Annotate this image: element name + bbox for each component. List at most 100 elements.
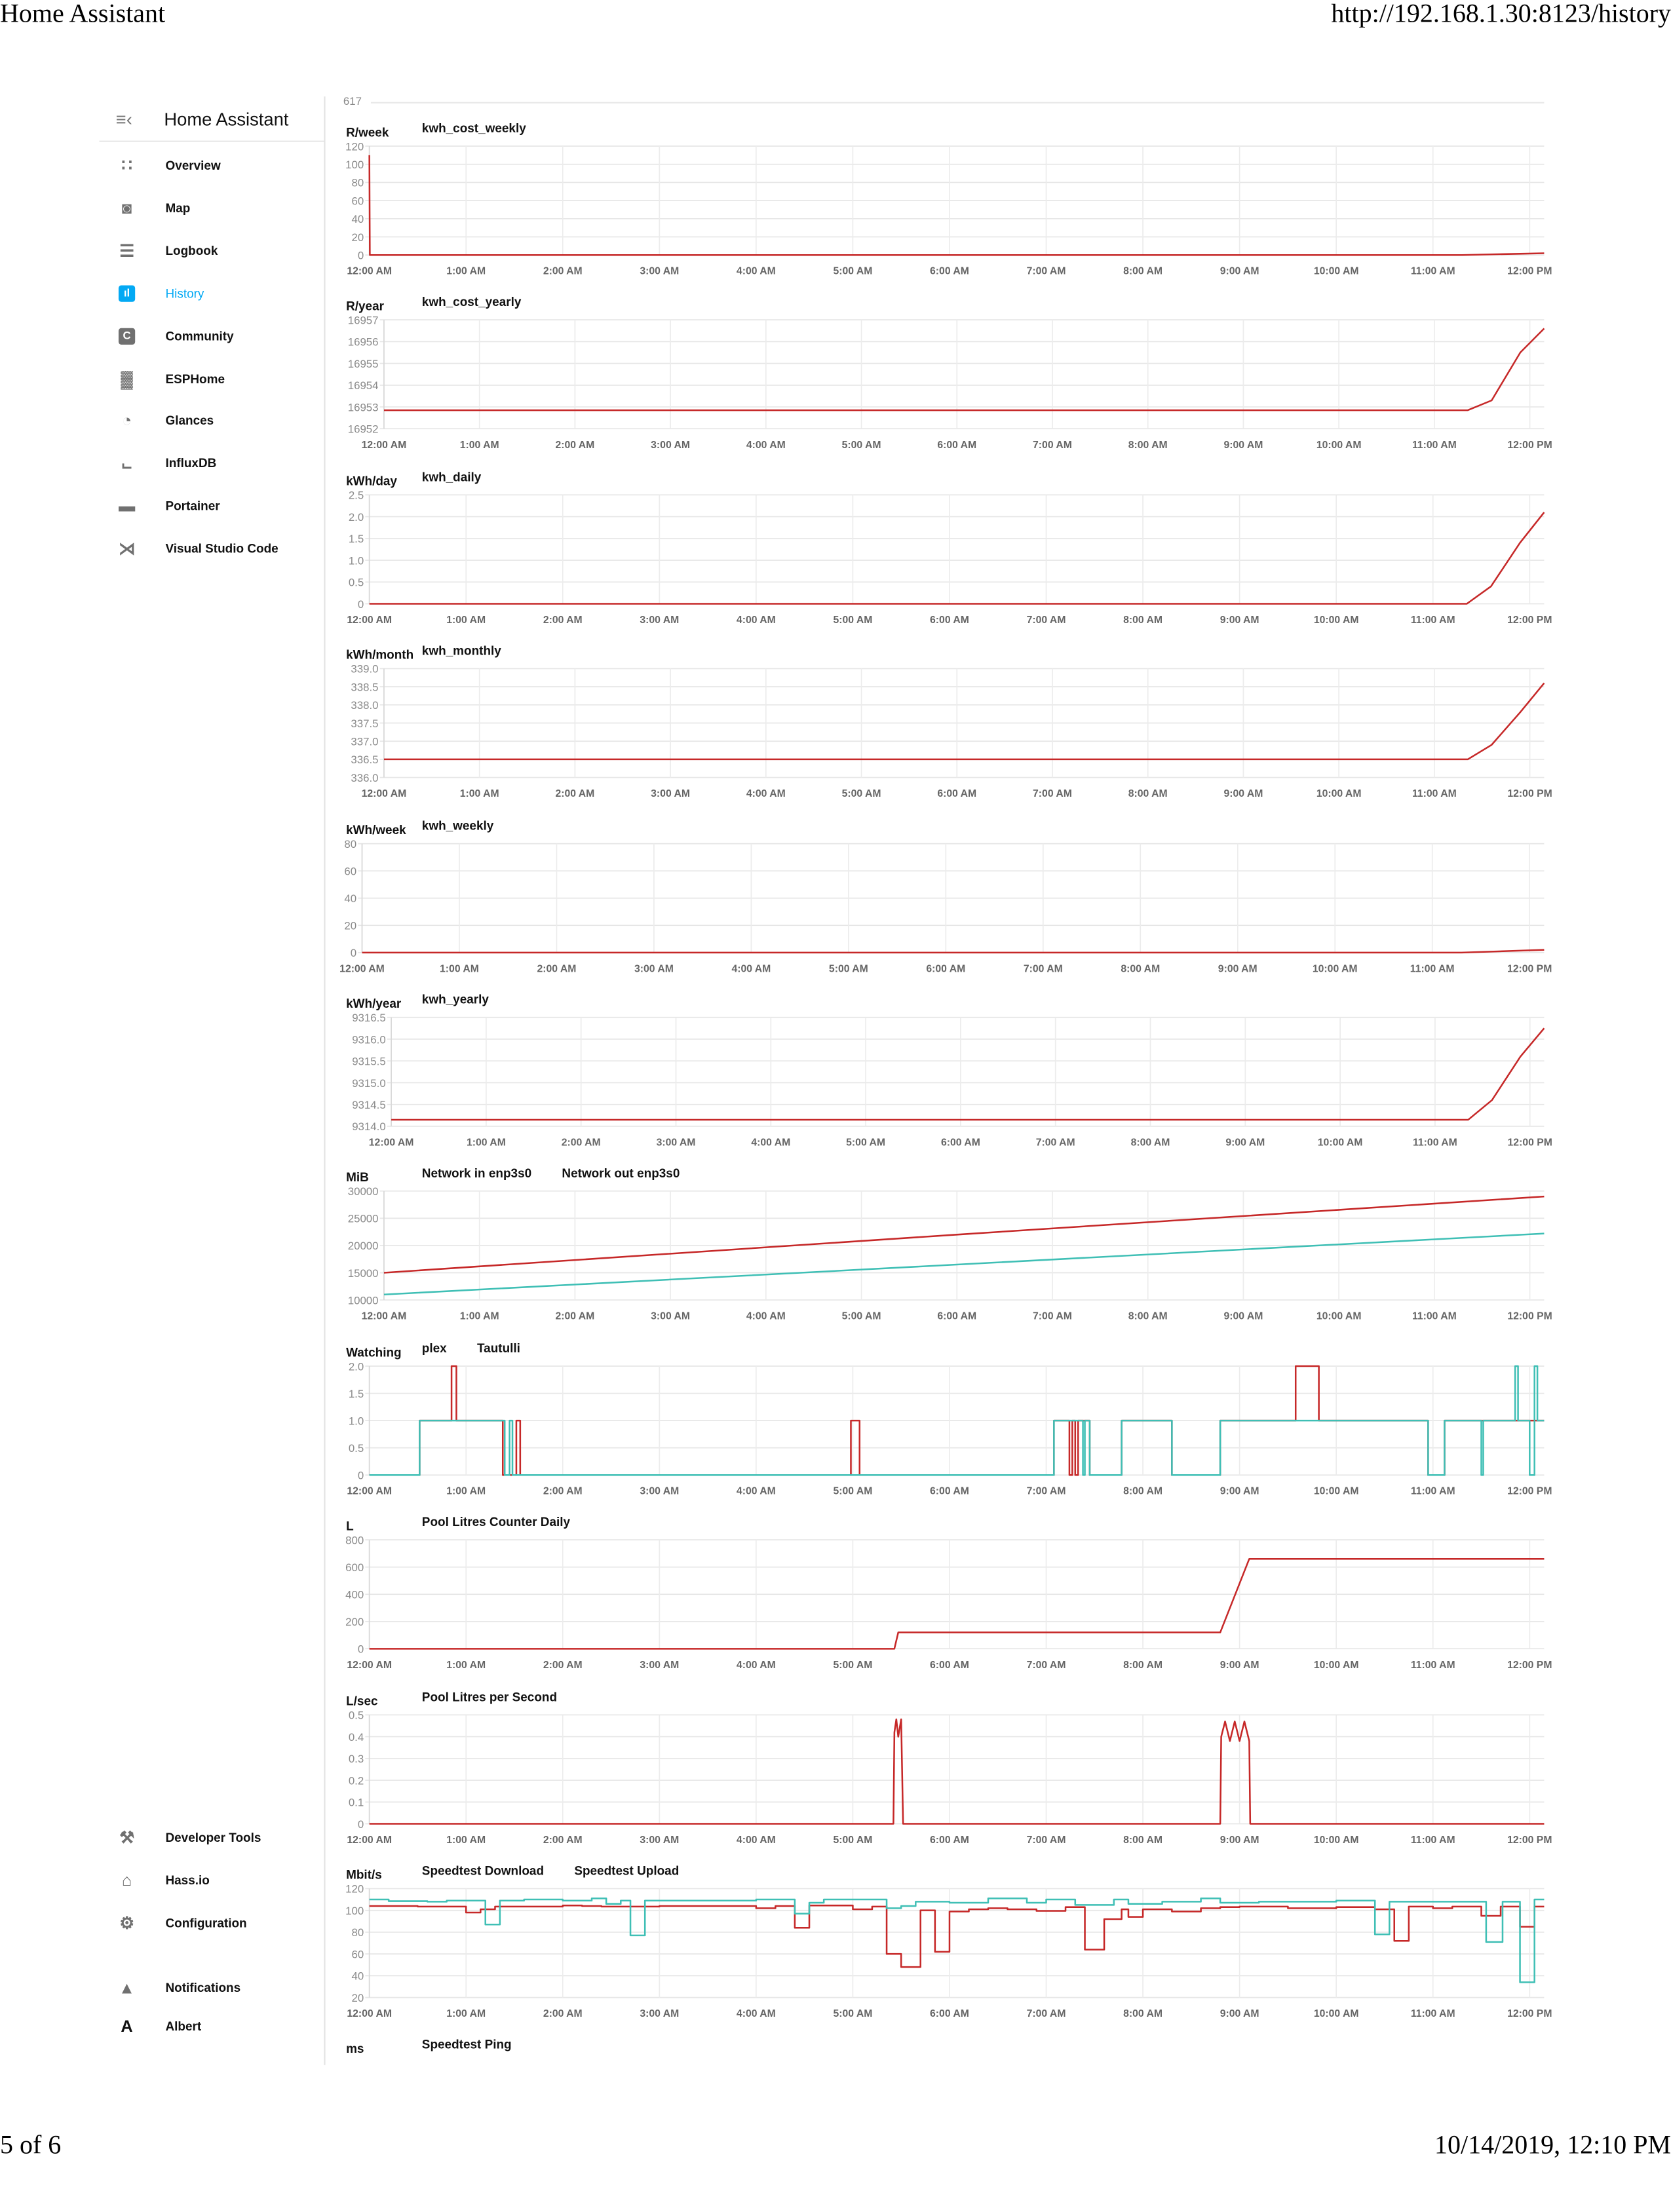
legend-item[interactable]: Speedtest Upload (574, 1863, 680, 1878)
x-tick-label: 12:00 PM (1507, 963, 1552, 974)
x-tick-label: 8:00 AM (1123, 1660, 1162, 1671)
y-tick-label: 16957 (348, 315, 379, 327)
x-tick-label: 12:00 AM (347, 2008, 392, 2019)
x-tick-label: 6:00 AM (930, 2008, 969, 2019)
y-tick-label: 9316.0 (352, 1033, 385, 1046)
sidebar-item-label: Albert (165, 2019, 202, 2034)
y-tick-label: 0 (358, 1469, 364, 1481)
x-tick-label: 9:00 AM (1223, 440, 1263, 451)
y-tick-label: 0.5 (349, 1442, 364, 1455)
legend-item[interactable]: kwh_weekly (421, 818, 494, 832)
sidebar-item-hass-io[interactable]: ⌂ Hass.io (99, 1867, 324, 1897)
sidebar-item-esphome[interactable]: ▓ ESPHome (99, 364, 324, 394)
y-tick-label: 9315.0 (352, 1077, 385, 1090)
y-tick-label: 0 (351, 946, 356, 959)
x-tick-label: 9:00 AM (1218, 963, 1258, 974)
sidebar-item-label: Overview (165, 158, 221, 172)
view-dashboard-icon: ∷ (121, 155, 132, 176)
sidebar-item-label: Community (165, 328, 234, 343)
x-tick-label: 12:00 AM (347, 1834, 392, 1845)
legend-item[interactable]: kwh_daily (421, 470, 482, 484)
legend-item[interactable]: Speedtest Ping (421, 2038, 512, 2052)
legend-item[interactable]: plex (421, 1341, 447, 1355)
sidebar: ≡‹ Home Assistant ∷ Overview ◙ Map ☰ Logbook ı… (99, 96, 326, 2065)
sidebar-item-albert[interactable]: A Albert (99, 2013, 324, 2043)
print-header-title: Home Assistant (0, 0, 166, 29)
x-tick-label: 11:00 AM (1411, 1485, 1455, 1497)
history-chart-l: L Pool Litres Counter Daily 0 200 400 600 800 1… (331, 1516, 1572, 1689)
legend-item[interactable]: Network in enp3s0 (421, 1166, 532, 1181)
x-tick-label: 3:00 AM (640, 1485, 679, 1497)
legend-item[interactable]: Pool Litres per Second (421, 1689, 558, 1704)
x-tick-label: 5:00 AM (846, 1137, 885, 1148)
x-tick-label: 4:00 AM (737, 615, 776, 626)
x-tick-label: 9:00 AM (1220, 1485, 1259, 1497)
series-line-network-out-enp3s0 (383, 1233, 1545, 1296)
x-tick-label: 6:00 AM (930, 1660, 969, 1671)
sidebar-item-influxdb[interactable]: ⨽ InfluxDB (99, 450, 324, 480)
x-tick-label: 5:00 AM (833, 2008, 872, 2019)
series-line-kwh-weekly (362, 948, 1545, 953)
x-tick-label: 8:00 AM (1123, 615, 1162, 626)
y-tick-label: 600 (345, 1561, 364, 1574)
vscode-icon: ⋊ (118, 539, 136, 559)
y-tick-label: 25000 (348, 1213, 379, 1226)
legend-item[interactable]: Network out enp3s0 (562, 1166, 680, 1181)
x-tick-label: 4:00 AM (737, 1485, 776, 1497)
format-list-bulleted-icon: ☰ (119, 240, 134, 261)
x-tick-label: 1:00 AM (460, 788, 499, 799)
x-tick-label: 1:00 AM (446, 1660, 486, 1671)
y-tick-label: 20 (352, 231, 364, 244)
sidebar-item-logbook[interactable]: ☰ Logbook (99, 237, 324, 267)
sidebar-item-community[interactable]: C Community (99, 322, 324, 352)
sidebar-item-label: Hass.io (165, 1873, 210, 1888)
chart-unit-label: L (346, 1519, 354, 1533)
history-chart-mbit-s: Mbit/s Speedtest Download Speedtest Upload… (331, 1864, 1572, 2038)
legend-item[interactable]: kwh_cost_yearly (421, 296, 522, 310)
x-tick-label: 4:00 AM (746, 440, 786, 451)
x-tick-label: 12:00 PM (1507, 1311, 1552, 1322)
legend-item[interactable]: kwh_yearly (421, 992, 489, 1006)
legend-item[interactable]: Pool Litres Counter Daily (421, 1515, 571, 1529)
x-tick-label: 10:00 AM (1314, 2008, 1359, 2019)
sidebar-item-overview[interactable]: ∷ Overview (99, 151, 324, 181)
x-tick-label: 5:00 AM (833, 615, 872, 626)
y-tick-label: 60 (352, 195, 364, 207)
y-tick-label: 80 (352, 1926, 364, 1939)
account-location-icon: ◙ (121, 198, 132, 218)
history-chart-r-year: R/year kwh_cost_yearly 16952 16953 16954 1695… (331, 296, 1572, 469)
sidebar-item-visual-studio-code[interactable]: ⋊ Visual Studio Code (99, 535, 324, 565)
y-tick-label: 0.4 (349, 1730, 364, 1743)
y-tick-label: 20 (352, 1992, 364, 2004)
sidebar-item-configuration[interactable]: ⚙ Configuration (99, 1909, 324, 1939)
series-line-kwh-monthly (383, 683, 1545, 761)
history-chart-mib: MiB Network in enp3s0 Network out enp3s0 10… (331, 1167, 1572, 1341)
x-tick-label: 3:00 AM (657, 1137, 696, 1148)
legend-item[interactable]: kwh_cost_weekly (421, 121, 526, 136)
chart-unit-label: kWh/week (346, 822, 406, 837)
menu-open-icon[interactable]: ≡‹ (115, 109, 132, 130)
sidebar-item-label: Glances (165, 414, 214, 429)
legend-item[interactable]: Speedtest Download (421, 1863, 545, 1878)
x-tick-label: 5:00 AM (833, 1485, 872, 1497)
x-tick-label: 12:00 PM (1507, 1660, 1552, 1671)
home-assistant-icon: ⌂ (121, 1871, 132, 1890)
sidebar-item-map[interactable]: ◙ Map (99, 194, 324, 224)
legend-item[interactable]: Tautulli (477, 1341, 520, 1355)
x-tick-label: 12:00 AM (339, 963, 385, 974)
sidebar-item-glances[interactable]: ◔ Glances (99, 407, 324, 437)
series-line-speedtest-upload (369, 1897, 1545, 1983)
x-tick-label: 8:00 AM (1128, 788, 1168, 799)
sidebar-item-history[interactable]: ıl History (99, 279, 324, 309)
sidebar-item-portainer[interactable]: ▬ Portainer (99, 493, 324, 523)
sidebar-item-label: Map (165, 200, 191, 215)
x-tick-label: 6:00 AM (930, 615, 969, 626)
sidebar-item-developer-tools[interactable]: ⚒ Developer Tools (99, 1824, 324, 1854)
chart-legend: L/sec Pool Litres per Second (346, 1690, 587, 1709)
history-chart-kwh-week: kWh/week kwh_weekly 0 20 40 60 80 12:00 AM 1:00 … (331, 818, 1572, 992)
x-tick-label: 4:00 AM (737, 266, 776, 277)
legend-item[interactable]: kwh_monthly (421, 643, 501, 658)
sidebar-item-notifications[interactable]: ▲ Notifications (99, 1974, 324, 2004)
x-tick-label: 9:00 AM (1225, 1137, 1265, 1148)
x-tick-label: 1:00 AM (446, 2008, 486, 2019)
